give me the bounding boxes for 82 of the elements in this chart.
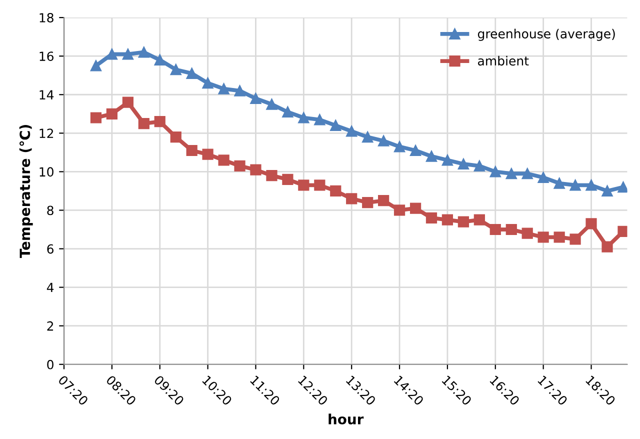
point	[282, 106, 294, 118]
point	[282, 174, 294, 185]
point	[170, 131, 182, 143]
point	[106, 48, 118, 60]
point	[330, 120, 342, 132]
point	[186, 68, 198, 79]
point	[474, 160, 485, 172]
point	[602, 241, 613, 252]
point	[490, 166, 501, 178]
point	[586, 218, 597, 230]
point	[186, 144, 198, 156]
point	[314, 114, 326, 126]
point	[378, 195, 390, 206]
point	[570, 234, 581, 245]
y-axis-title: Temperature (℃)	[19, 125, 33, 258]
point	[90, 60, 102, 72]
point	[538, 172, 549, 184]
y-tick-label: 18	[40, 13, 54, 22]
y-tick-label: 12	[40, 128, 54, 138]
point	[426, 212, 438, 224]
point	[538, 232, 549, 243]
point	[442, 154, 454, 166]
point	[90, 112, 102, 124]
point	[458, 216, 470, 228]
point	[394, 204, 406, 216]
x-axis-title: hour	[328, 414, 364, 424]
point	[474, 214, 485, 226]
y-tick-label: 6	[47, 244, 54, 254]
legend-label: ambient	[478, 56, 529, 66]
point	[618, 182, 628, 193]
point	[570, 180, 581, 191]
point	[410, 202, 422, 214]
point	[106, 108, 118, 120]
point	[522, 228, 533, 239]
point	[362, 196, 374, 208]
point	[410, 144, 422, 156]
point	[266, 98, 278, 110]
point	[234, 85, 246, 96]
point	[202, 78, 214, 89]
point	[506, 224, 517, 236]
point	[490, 224, 501, 236]
point	[122, 96, 134, 108]
point	[266, 170, 278, 182]
point	[154, 54, 166, 66]
point	[554, 232, 565, 243]
point	[314, 180, 326, 191]
point	[234, 160, 246, 172]
point	[202, 148, 214, 160]
point	[346, 193, 358, 204]
point	[426, 150, 438, 162]
point	[218, 154, 230, 166]
point	[618, 226, 628, 237]
point	[138, 46, 150, 58]
point	[122, 48, 134, 60]
point	[554, 178, 565, 189]
y-tick-label: 10	[40, 167, 54, 177]
point	[250, 164, 262, 176]
point	[298, 180, 310, 191]
point	[138, 118, 150, 130]
y-tick-label: 4	[46, 282, 54, 292]
point	[346, 126, 358, 137]
point	[378, 135, 390, 146]
point	[154, 116, 166, 128]
point	[586, 180, 597, 191]
point	[330, 185, 342, 197]
point	[506, 168, 517, 180]
y-tick-label: 8	[47, 206, 54, 216]
point	[218, 83, 230, 94]
point	[362, 131, 374, 143]
y-tick-label: 16	[40, 52, 54, 62]
y-tick-label: 0	[47, 360, 54, 370]
point	[442, 214, 454, 226]
point	[458, 158, 470, 170]
legend-label: greenhouse (average)	[478, 28, 615, 41]
point	[250, 92, 262, 104]
y-tick-label: 2	[47, 321, 54, 331]
point	[170, 64, 182, 76]
y-tick-label: 14	[40, 90, 54, 100]
point	[522, 168, 533, 180]
point	[602, 185, 613, 197]
point	[298, 112, 310, 124]
point	[394, 141, 406, 152]
